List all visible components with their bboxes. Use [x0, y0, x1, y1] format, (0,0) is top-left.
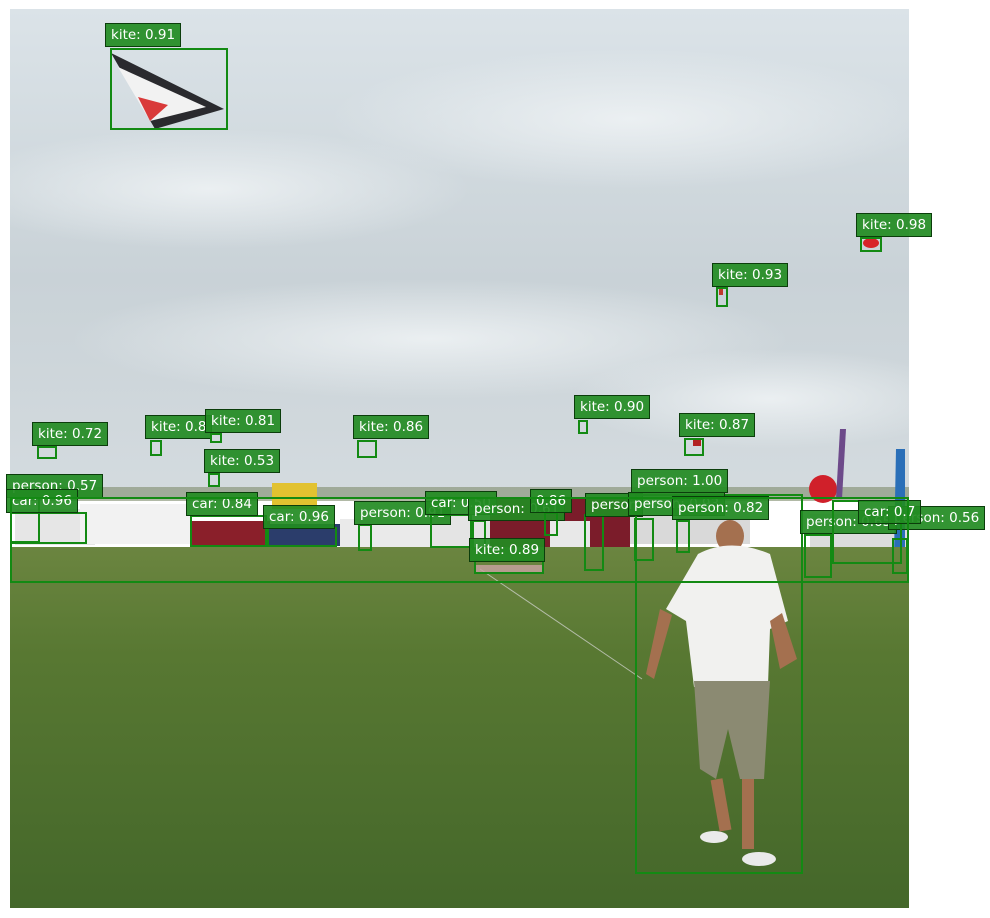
- detection-box: [357, 440, 377, 458]
- detection-label: kite: 0.86: [353, 415, 430, 439]
- detection-label: kite: 0.89: [469, 538, 546, 562]
- stunt-kite: [111, 53, 224, 129]
- detection-label: kite: 0.87: [679, 413, 756, 437]
- detection-label: person: 0.82: [672, 496, 770, 520]
- detection-label: car: 0.7: [858, 500, 922, 524]
- detection-box: [208, 473, 220, 487]
- detection-box: [716, 287, 728, 307]
- detection-box: [37, 446, 57, 459]
- detection-label: kite: 0.98: [856, 213, 933, 237]
- detection-label: kite: 0.53: [204, 449, 281, 473]
- detection-label: kite: 0.72: [32, 422, 109, 446]
- detection-label: kite: 0.91: [105, 23, 182, 47]
- detection-label: kite: 0.93: [712, 263, 789, 287]
- detection-box: [578, 420, 588, 434]
- detection-label: kite: 0.81: [205, 409, 282, 433]
- detection-box: [110, 48, 228, 130]
- detection-label: car: 0.84: [186, 492, 258, 516]
- detection-box-crowd: [10, 497, 909, 583]
- detection-box: [676, 520, 690, 553]
- man-walking: [646, 520, 797, 866]
- detection-box: [150, 440, 162, 456]
- detection-label: person: 1.00: [631, 469, 729, 493]
- red-kite: [863, 238, 879, 248]
- detection-label: kite: 0.90: [574, 395, 651, 419]
- detection-box: [860, 237, 882, 252]
- detection-box: [804, 534, 832, 578]
- detection-label: car: 0.96: [263, 505, 335, 529]
- detection-box: [684, 438, 704, 456]
- detection-box: [358, 524, 372, 551]
- detection-box: [544, 512, 558, 536]
- detection-box: [190, 515, 267, 547]
- detection-label: kite: 0.8: [145, 415, 213, 439]
- detection-box: [430, 514, 472, 548]
- detection-box: [634, 518, 654, 561]
- detection-box: [210, 433, 222, 443]
